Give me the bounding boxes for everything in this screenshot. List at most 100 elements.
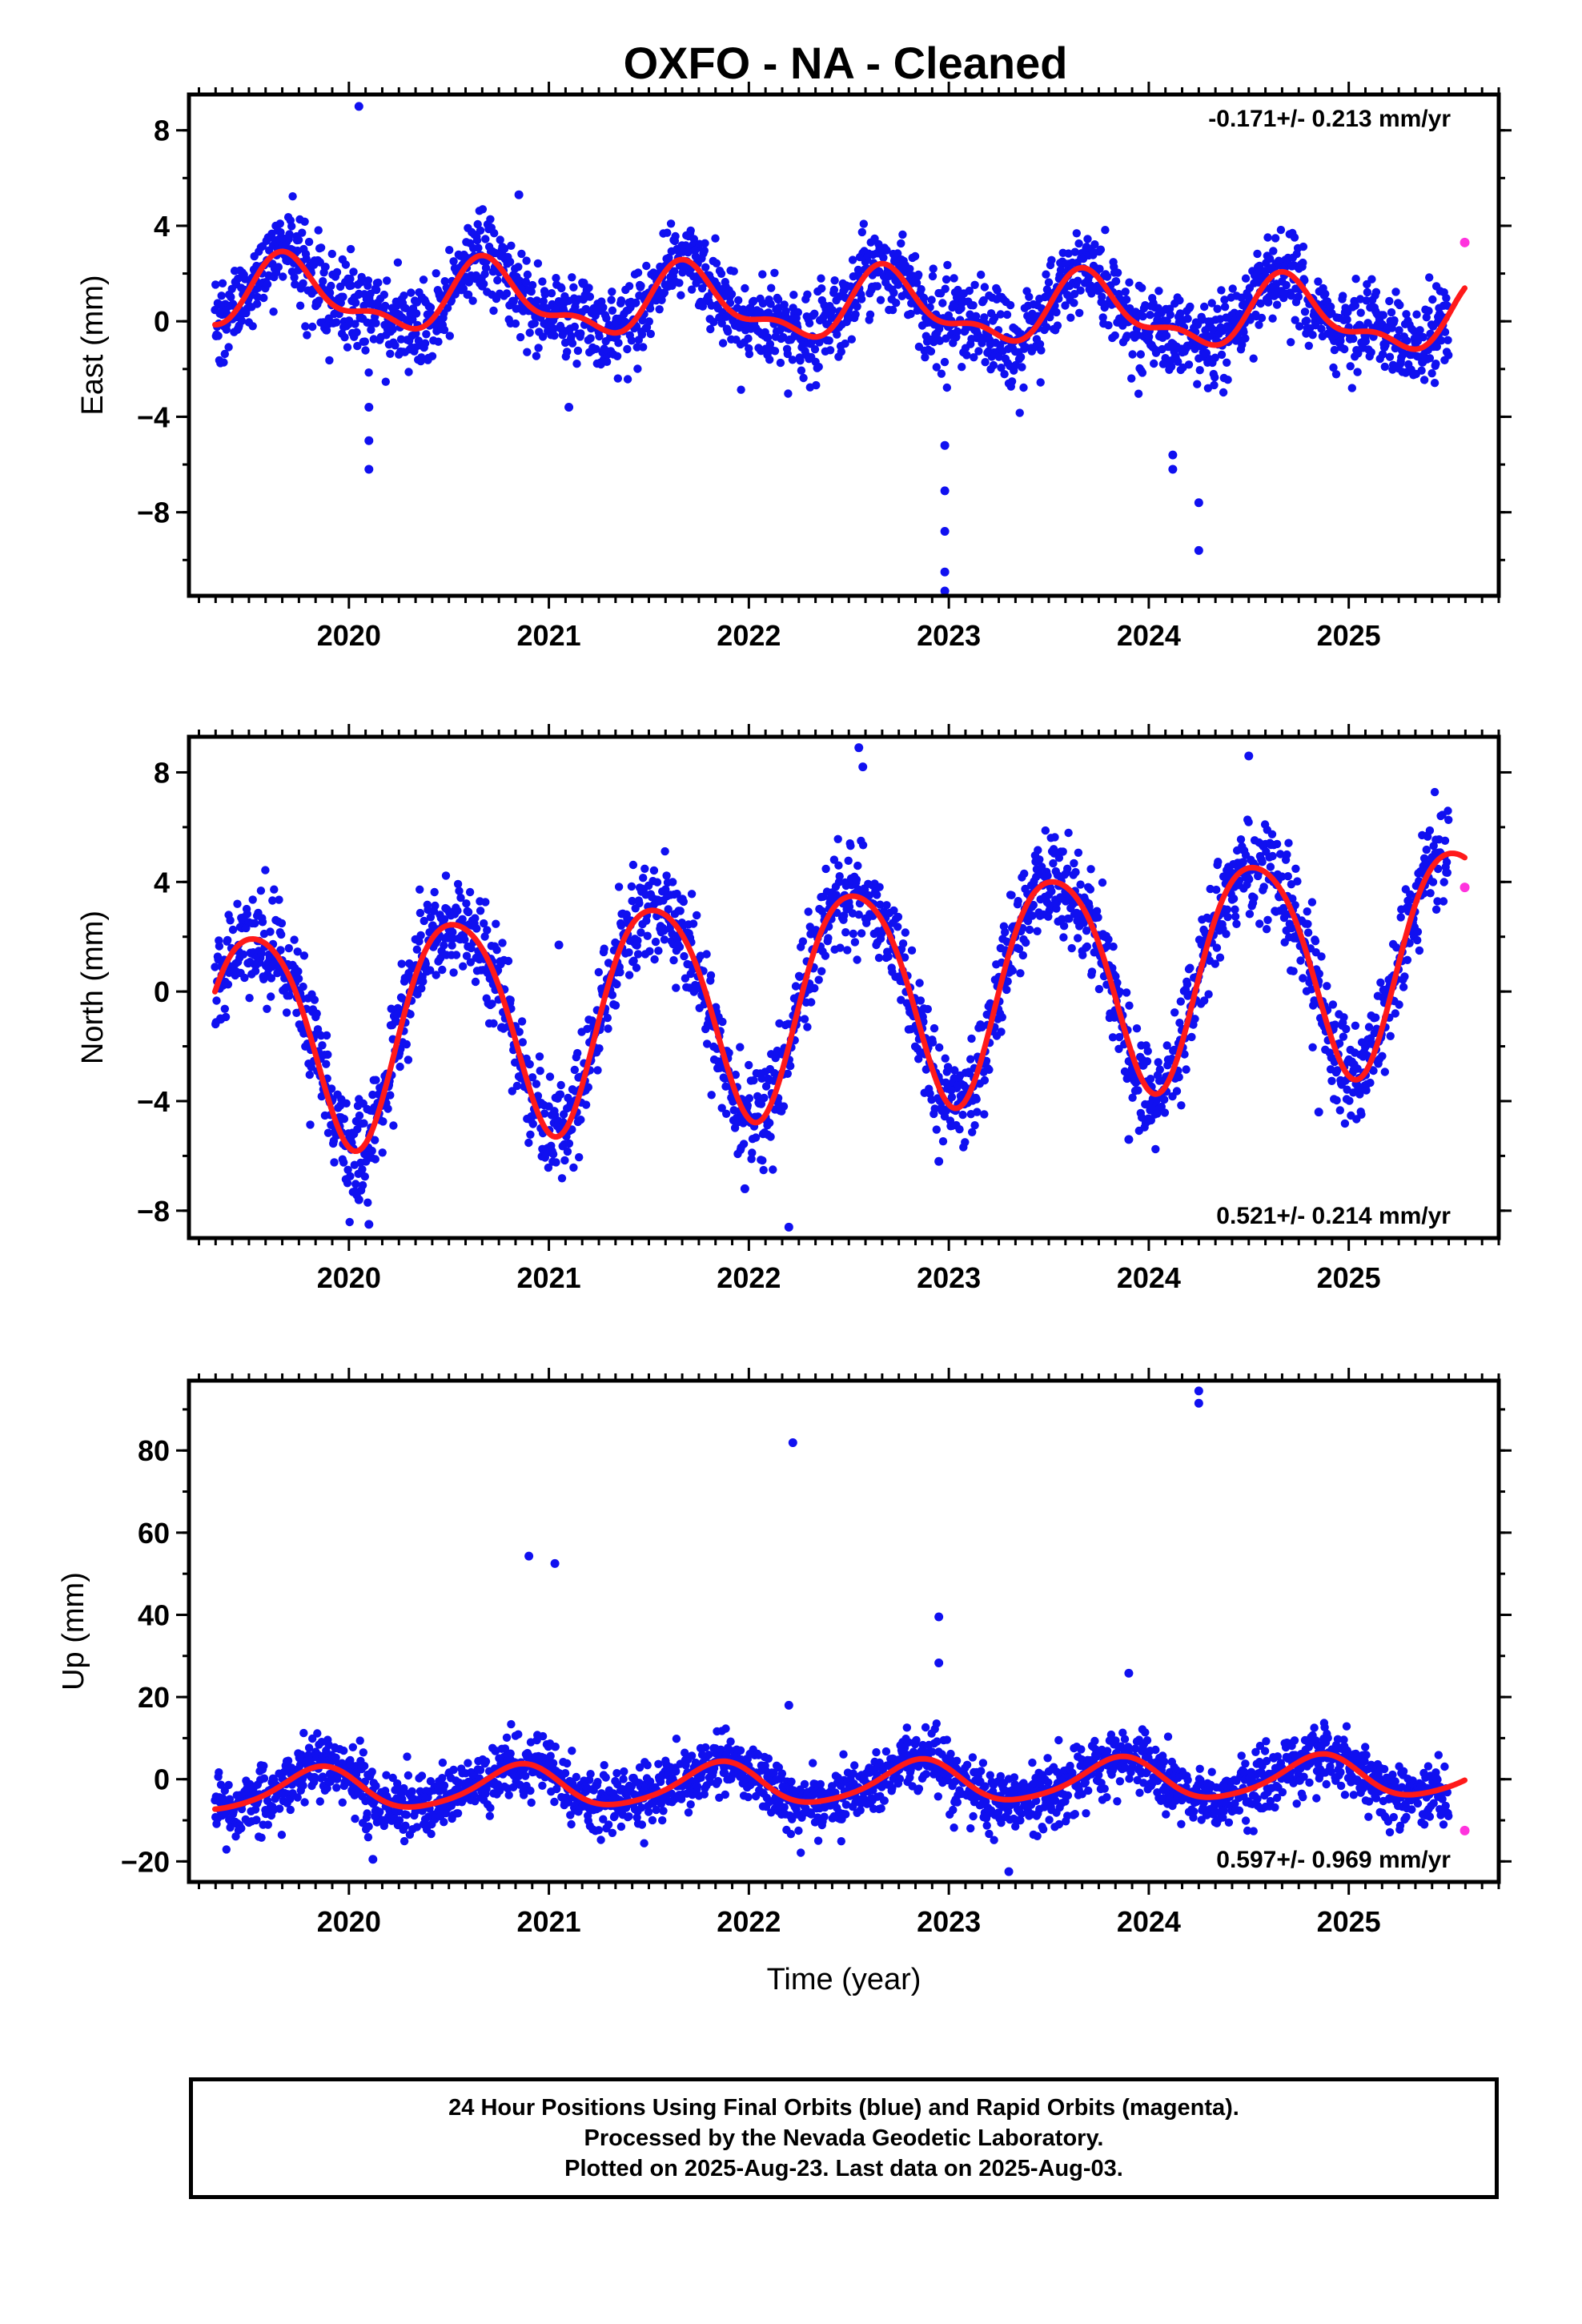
data-point	[1379, 311, 1388, 320]
data-point	[434, 337, 443, 346]
data-point	[568, 273, 576, 282]
data-point	[1172, 1087, 1182, 1096]
data-point	[412, 309, 421, 318]
x-tick-label: 2024	[1117, 619, 1181, 652]
data-point	[417, 1771, 427, 1780]
data-point	[261, 866, 270, 875]
data-point	[1442, 858, 1452, 866]
data-point	[223, 980, 233, 989]
data-point	[1061, 301, 1070, 310]
data-point	[404, 368, 413, 376]
data-point	[211, 963, 219, 971]
data-point	[1134, 1086, 1142, 1095]
data-point	[1094, 984, 1104, 994]
data-point	[417, 984, 426, 993]
data-point	[530, 319, 539, 328]
data-point	[928, 1038, 938, 1047]
data-point	[1231, 912, 1240, 921]
data-point	[769, 1165, 777, 1174]
data-point	[829, 285, 839, 295]
data-point	[396, 335, 406, 344]
data-point	[1239, 858, 1247, 866]
data-point	[703, 1039, 712, 1048]
data-point	[300, 1798, 309, 1807]
north-final-orbit-points	[211, 743, 1453, 1232]
data-point	[718, 339, 728, 348]
chart-title: OXFO - NA - Cleaned	[624, 38, 1068, 88]
data-point	[269, 308, 278, 316]
data-point	[687, 285, 697, 294]
data-point	[834, 861, 843, 870]
data-point	[639, 343, 648, 352]
data-point	[299, 982, 307, 991]
data-point	[233, 899, 242, 908]
data-point	[290, 935, 299, 944]
data-point	[367, 1146, 376, 1156]
data-point	[234, 274, 243, 283]
data-point	[970, 353, 978, 362]
data-point	[743, 1101, 752, 1110]
data-point	[1219, 388, 1228, 397]
data-point	[1002, 985, 1011, 995]
data-point	[1284, 838, 1293, 847]
data-point	[1075, 308, 1084, 317]
data-point	[472, 236, 482, 245]
data-point	[222, 1845, 231, 1854]
data-point	[266, 927, 275, 936]
outlier-point	[514, 190, 524, 199]
data-point	[882, 901, 891, 910]
data-point	[528, 1073, 537, 1082]
data-point	[1266, 862, 1275, 871]
data-point	[734, 296, 743, 305]
data-point	[941, 1054, 950, 1063]
data-point	[972, 1095, 981, 1104]
x-tick-label: 2021	[517, 619, 581, 652]
data-point	[1299, 258, 1307, 267]
data-point	[1328, 1000, 1338, 1009]
data-point	[462, 951, 472, 960]
data-point	[1207, 299, 1216, 308]
outlier-point	[364, 403, 374, 412]
data-point	[570, 322, 579, 332]
data-point	[958, 363, 966, 372]
data-point	[322, 1031, 331, 1040]
data-point	[898, 230, 907, 239]
data-point	[1293, 877, 1302, 886]
data-point	[1115, 987, 1125, 996]
data-point	[1064, 828, 1073, 838]
data-point	[616, 967, 624, 977]
data-point	[1381, 341, 1390, 350]
data-point	[1315, 969, 1324, 979]
data-point	[810, 309, 819, 318]
data-point	[1150, 359, 1158, 368]
outlier-point	[1168, 450, 1178, 460]
x-tick-label: 2024	[1117, 1261, 1181, 1294]
data-point	[1290, 233, 1299, 242]
data-point	[980, 1110, 989, 1119]
data-point	[876, 296, 885, 304]
data-point	[212, 996, 221, 1005]
data-point	[1162, 332, 1171, 340]
data-point	[997, 1027, 1006, 1036]
data-point	[1014, 944, 1024, 954]
data-point	[402, 1811, 411, 1819]
data-point	[340, 333, 349, 342]
data-point	[313, 1729, 322, 1738]
data-point	[779, 1102, 789, 1111]
data-point	[270, 885, 279, 894]
data-point	[663, 228, 672, 237]
data-point	[1074, 276, 1082, 285]
data-point	[371, 1781, 380, 1791]
data-point	[285, 230, 294, 239]
data-point	[817, 967, 826, 976]
data-point	[669, 878, 677, 887]
data-point	[889, 288, 898, 297]
data-point	[660, 288, 669, 297]
data-point	[504, 956, 513, 966]
data-point	[527, 287, 536, 296]
data-point	[464, 1759, 472, 1767]
data-point	[360, 337, 369, 346]
data-point	[854, 910, 863, 919]
data-point	[277, 1831, 287, 1839]
